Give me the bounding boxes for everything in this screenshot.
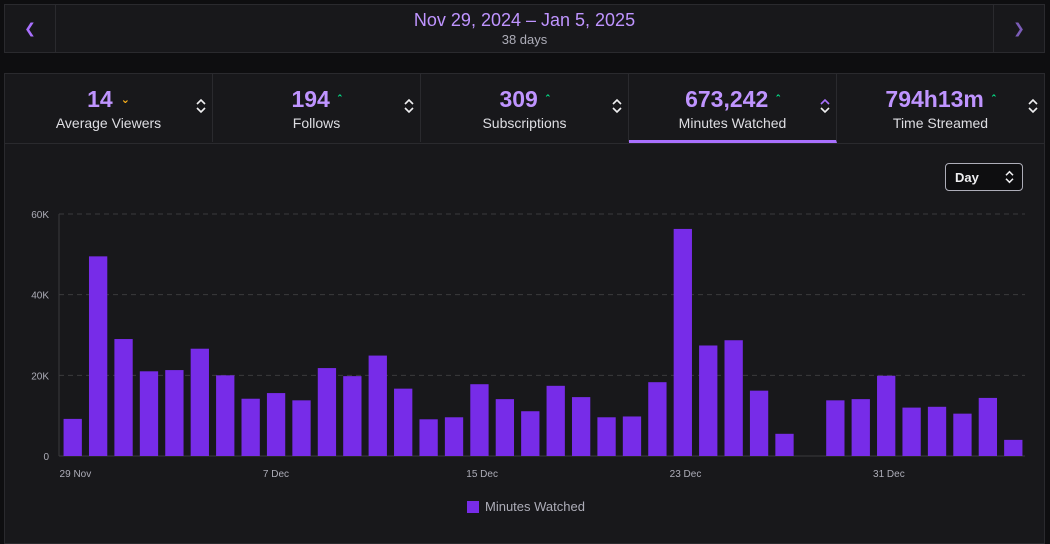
bar bbox=[444, 417, 464, 456]
bar bbox=[292, 400, 311, 456]
stat-value: 309 bbox=[499, 86, 538, 112]
sort-icon bbox=[1028, 98, 1038, 114]
bar bbox=[88, 256, 108, 456]
bar bbox=[826, 400, 845, 456]
bar bbox=[571, 397, 591, 456]
bar bbox=[1004, 439, 1023, 456]
chevron-left-icon: ❮ bbox=[24, 20, 36, 36]
date-range-title: Nov 29, 2024 – Jan 5, 2025 bbox=[413, 10, 636, 30]
trend-up-icon: ˆ bbox=[545, 94, 550, 106]
sort-icon bbox=[612, 98, 622, 114]
bar bbox=[749, 390, 769, 456]
bar bbox=[546, 385, 565, 456]
tab-average-viewers[interactable]: 14 ⌄ Average Viewers bbox=[5, 74, 213, 142]
legend-swatch bbox=[467, 500, 479, 513]
bar bbox=[165, 370, 184, 456]
bar bbox=[978, 397, 998, 456]
date-range-label: Nov 29, 2024 – Jan 5, 2025 38 days bbox=[55, 5, 994, 47]
tab-time-streamed[interactable]: 794h13m ˆ Time Streamed bbox=[837, 74, 1044, 142]
stats-panel: 14 ⌄ Average Viewers 194 ˆ Follows 309 ˆ Su… bbox=[4, 73, 1045, 544]
chevron-right-icon: ❯ bbox=[1013, 20, 1025, 36]
chart-legend: Minutes Watched bbox=[467, 499, 585, 514]
minutes-watched-chart: 0 20K 40K 60K 29 Nov 7 Dec 15 Dec 23 Dec 31 Dec bbox=[31, 210, 1025, 480]
trend-up-icon: ˆ bbox=[776, 94, 780, 106]
x-tick-label: 7 Dec bbox=[263, 469, 289, 480]
stat-label: Subscriptions bbox=[482, 115, 567, 131]
trend-up-icon: ˆ bbox=[991, 94, 996, 106]
bar bbox=[699, 345, 718, 456]
date-range-days: 38 days bbox=[501, 32, 548, 47]
tab-subscriptions[interactable]: 309 ˆ Subscriptions bbox=[421, 74, 629, 142]
bar bbox=[775, 433, 794, 456]
stat-value: 14 bbox=[87, 86, 113, 112]
tab-minutes-watched[interactable]: 673,242 ˆ Minutes Watched bbox=[629, 74, 837, 143]
bar bbox=[851, 399, 870, 456]
stat-value: 794h13m bbox=[885, 86, 984, 112]
bar bbox=[266, 393, 286, 456]
stat-value: 194 bbox=[291, 86, 330, 112]
stat-label: Average Viewers bbox=[55, 115, 162, 131]
bar bbox=[673, 228, 692, 456]
bar bbox=[114, 339, 133, 456]
bar bbox=[622, 416, 642, 456]
bar bbox=[877, 375, 896, 456]
y-tick-label: 20K bbox=[31, 371, 49, 382]
sort-icon bbox=[1005, 170, 1014, 184]
bar bbox=[190, 348, 209, 456]
x-tick-label: 23 Dec bbox=[670, 469, 702, 480]
stat-label: Time Streamed bbox=[892, 115, 989, 131]
y-tick-label: 40K bbox=[31, 291, 49, 302]
bar bbox=[470, 384, 489, 456]
bar bbox=[597, 417, 616, 456]
y-tick-label: 0 bbox=[43, 452, 49, 463]
tab-follows[interactable]: 194 ˆ Follows bbox=[213, 74, 421, 142]
bar bbox=[139, 371, 159, 456]
next-range-button[interactable]: ❯ bbox=[993, 5, 1044, 52]
bar bbox=[953, 413, 972, 456]
bar bbox=[724, 340, 743, 456]
bar bbox=[648, 382, 667, 456]
x-tick-label: 29 Nov bbox=[60, 469, 92, 480]
bar bbox=[241, 398, 260, 456]
bar bbox=[495, 399, 515, 456]
bar bbox=[927, 406, 947, 456]
bar bbox=[63, 418, 82, 456]
sort-icon bbox=[820, 98, 830, 114]
bar bbox=[368, 355, 387, 456]
previous-range-button[interactable]: ❮ bbox=[5, 5, 56, 52]
bar bbox=[216, 375, 235, 456]
bar bbox=[521, 411, 540, 456]
stat-value: 673,242 bbox=[685, 86, 769, 112]
granularity-value: Day bbox=[955, 170, 979, 185]
granularity-select[interactable]: Day bbox=[945, 163, 1023, 191]
x-tick-label: 31 Dec bbox=[873, 469, 905, 480]
stat-label: Minutes Watched bbox=[678, 115, 787, 131]
bar bbox=[902, 407, 921, 456]
bar bbox=[394, 388, 413, 456]
legend-label: Minutes Watched bbox=[485, 499, 585, 514]
trend-up-icon: ˆ bbox=[337, 94, 342, 106]
bar bbox=[317, 368, 337, 456]
sort-icon bbox=[196, 98, 206, 114]
stat-tabs: 14 ⌄ Average Viewers 194 ˆ Follows 309 ˆ Su… bbox=[5, 74, 1044, 144]
sort-icon bbox=[404, 98, 414, 114]
bar bbox=[343, 376, 362, 456]
trend-down-icon: ⌄ bbox=[120, 94, 130, 106]
date-range-bar: ❮ Nov 29, 2024 – Jan 5, 2025 38 days ❯ bbox=[4, 4, 1045, 53]
y-tick-label: 60K bbox=[31, 210, 49, 221]
x-tick-label: 15 Dec bbox=[466, 469, 498, 480]
stat-label: Follows bbox=[292, 115, 341, 131]
bar bbox=[419, 419, 438, 456]
